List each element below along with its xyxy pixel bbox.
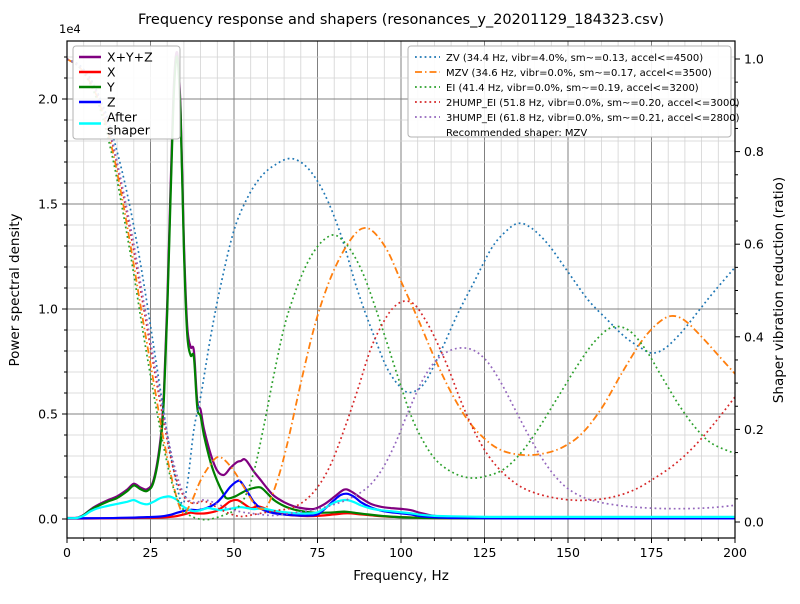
legend-item-2hump-ei: 2HUMP_EI (51.8 Hz, vibr=0.0%, sm~=0.20, … <box>415 98 740 109</box>
y-right-tick-label: 0.0 <box>744 515 764 530</box>
y-left-tick-label: 2.0 <box>38 92 58 107</box>
legend-label: After <box>107 110 138 125</box>
legend-footer-recommended-shaper: Recommended shaper: MZV <box>446 128 587 139</box>
x-tick-label: 50 <box>226 545 242 560</box>
curve-x-y-z <box>67 50 735 520</box>
x-tick-label: 125 <box>473 545 497 560</box>
curves-layer <box>67 50 735 521</box>
y-left-tick-label: 0.5 <box>38 407 58 422</box>
legend-label: 3HUMP_EI (61.8 Hz, vibr=0.0%, sm~=0.21, … <box>446 113 740 124</box>
x-axis-label: Frequency, Hz <box>353 568 449 584</box>
legend-item-x: X <box>79 65 116 80</box>
legend-label: ZV (34.4 Hz, vibr=4.0%, sm~=0.13, accel<… <box>446 53 703 64</box>
legend-label: MZV (34.6 Hz, vibr=0.0%, sm~=0.17, accel… <box>446 68 712 79</box>
legend-item-zv: ZV (34.4 Hz, vibr=4.0%, sm~=0.13, accel<… <box>415 53 703 64</box>
y-left-tick-label: 1.0 <box>38 302 58 317</box>
curve-2hump-ei <box>67 58 735 518</box>
legend-label: 2HUMP_EI (51.8 Hz, vibr=0.0%, sm~=0.20, … <box>446 98 740 109</box>
x-tick-label: 25 <box>143 545 159 560</box>
legend-label: Y <box>106 80 115 95</box>
curve-y <box>67 55 735 520</box>
x-tick-label: 75 <box>310 545 326 560</box>
y-left-tick-label: 1.5 <box>38 197 58 212</box>
axes-layer: 0 25 50 75 100 125 150 175 200 0.0 0.5 1.0 1.5 2.0 0.0… <box>38 40 764 560</box>
legend-item-z: Z <box>79 95 116 110</box>
y-axis-offset-label: 1e4 <box>59 22 81 36</box>
chart-title: Frequency response and shapers (resonanc… <box>138 12 664 28</box>
x-tick-label: 150 <box>556 545 580 560</box>
x-tick-label: 0 <box>63 545 71 560</box>
legend-shapers: ZV (34.4 Hz, vibr=4.0%, sm~=0.13, accel<… <box>407 45 740 139</box>
legend-label: shaper <box>107 123 151 138</box>
x-tick-label: 100 <box>389 545 413 560</box>
legend-label: Z <box>107 95 116 110</box>
y-left-axis-label: Power spectral density <box>7 213 23 366</box>
legend-item-y: Y <box>79 80 115 95</box>
y-right-tick-label: 0.8 <box>744 144 764 159</box>
legend-item-x-y-z: X+Y+Z <box>79 50 153 65</box>
x-tick-label: 200 <box>723 545 747 560</box>
legend-psd-box <box>72 45 181 140</box>
y-right-tick-label: 0.4 <box>744 329 764 344</box>
y-right-tick-label: 0.2 <box>744 422 764 437</box>
legend-label: X <box>107 65 116 80</box>
legend-shapers-box <box>407 45 732 138</box>
legend-item-3hump-ei: 3HUMP_EI (61.8 Hz, vibr=0.0%, sm~=0.21, … <box>415 113 740 124</box>
curve-z <box>67 479 735 520</box>
x-tick-label: 175 <box>640 545 664 560</box>
curve-after-shaper <box>67 495 735 520</box>
y-right-tick-label: 1.0 <box>744 52 764 67</box>
y-right-axis-label: Shaper vibration reduction (ratio) <box>771 177 787 403</box>
curve-mzv <box>67 58 735 515</box>
legend-label: X+Y+Z <box>107 50 153 65</box>
y-right-tick-label: 0.6 <box>744 237 764 252</box>
legend-item-mzv: MZV (34.6 Hz, vibr=0.0%, sm~=0.17, accel… <box>415 68 712 79</box>
y-left-tick-label: 0.0 <box>38 512 58 527</box>
curve-zv <box>67 58 735 505</box>
legend-label: EI (41.4 Hz, vibr=0.0%, sm~=0.19, accel<… <box>446 83 699 94</box>
legend-item-ei: EI (41.4 Hz, vibr=0.0%, sm~=0.19, accel<… <box>415 83 699 94</box>
